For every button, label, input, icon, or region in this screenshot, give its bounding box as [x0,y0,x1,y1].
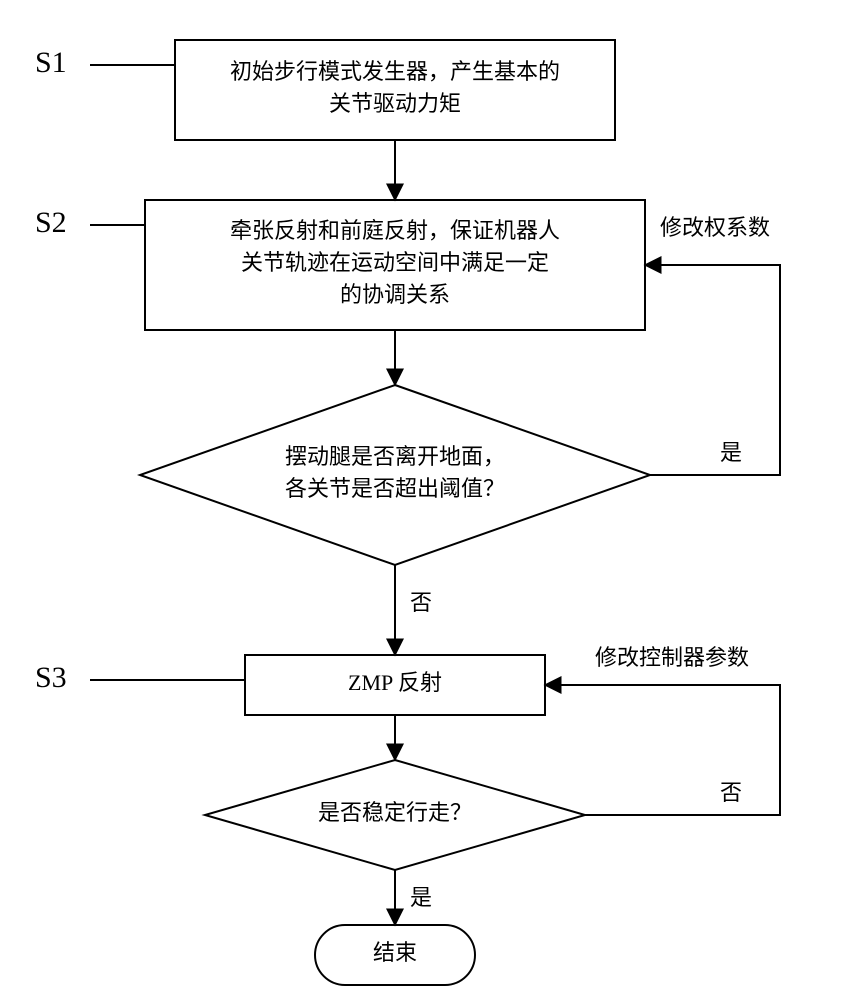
edge-e_d1_n2_yes [645,265,780,475]
edge-label-e_d1_n2_yes: 是 [720,440,742,465]
edge-label-e_d2_end_yes: 是 [410,885,432,910]
svg-text:关节轨迹在运动空间中满足一定: 关节轨迹在运动空间中满足一定 [241,250,549,275]
step-label-s1: S1 [35,46,67,79]
svg-text:结束: 结束 [373,940,417,965]
step-label-s2: S2 [35,206,67,239]
edge-label-e_d1_n3_no: 否 [410,590,432,615]
step-label-s3: S3 [35,661,67,694]
edge-sidelabel-e_d1_n2_yes: 修改权系数 [660,215,770,240]
svg-text:各关节是否超出阈值？: 各关节是否超出阈值？ [285,476,505,501]
svg-text:ZMP 反射: ZMP 反射 [348,670,442,695]
edge-sidelabel-e_d2_n3_no: 修改控制器参数 [595,645,749,670]
svg-text:的协调关系: 的协调关系 [340,282,450,307]
svg-text:关节驱动力矩: 关节驱动力矩 [329,91,461,116]
svg-text:摆动腿是否离开地面，: 摆动腿是否离开地面， [285,444,505,469]
edge-label-e_d2_n3_no: 否 [720,780,742,805]
svg-text:是否稳定行走？: 是否稳定行走？ [318,800,472,825]
svg-text:牵张反射和前庭反射，保证机器人: 牵张反射和前庭反射，保证机器人 [230,218,560,243]
edge-e_d2_n3_no [545,685,780,815]
svg-text:初始步行模式发生器，产生基本的: 初始步行模式发生器，产生基本的 [230,59,560,84]
